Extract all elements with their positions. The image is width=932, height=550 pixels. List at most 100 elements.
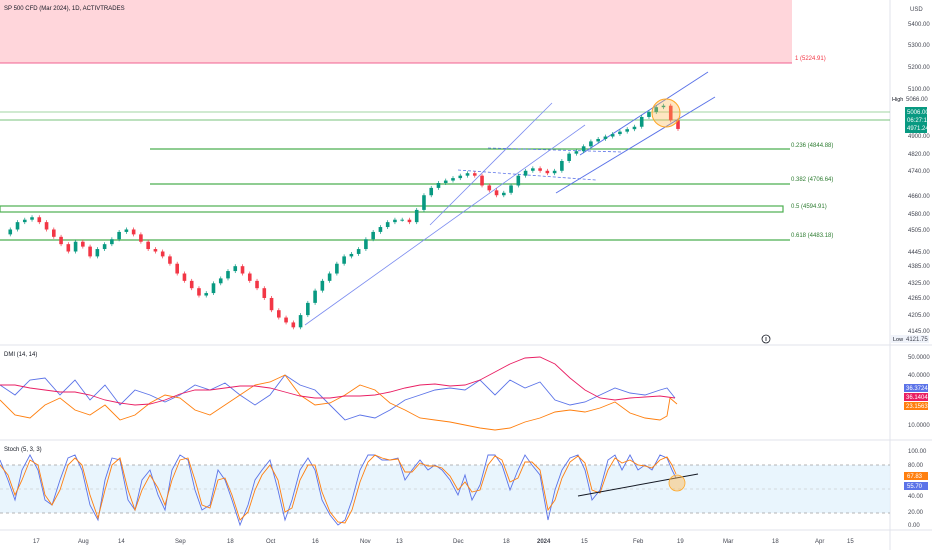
adx-tag-bg <box>904 393 928 401</box>
candle-body <box>81 241 85 247</box>
stoch-d-tag: 67.83 <box>907 474 923 480</box>
candle-body <box>218 278 223 284</box>
candle-body <box>393 219 397 223</box>
candle-body <box>197 288 201 296</box>
candle-body <box>247 273 252 281</box>
time-tick: 18 <box>503 539 510 545</box>
candle-body <box>15 222 20 230</box>
candle-body <box>335 263 339 274</box>
low-tag-value: 4121.75 <box>906 337 928 343</box>
stoch-d-line <box>0 454 677 524</box>
stoch-k-tag-bg <box>904 482 928 490</box>
price-tick: 5400.00 <box>908 22 930 28</box>
candle-body <box>102 244 107 250</box>
candle-body <box>378 227 383 232</box>
candle-body <box>603 136 608 139</box>
candle-body <box>22 219 27 223</box>
candle-body <box>676 120 680 129</box>
candle-body <box>596 138 600 142</box>
candle-body <box>422 195 426 210</box>
candle-body <box>298 315 303 328</box>
stoch-tick: 100.00 <box>908 449 927 455</box>
alert-icon[interactable] <box>761 334 771 344</box>
candle-body <box>502 192 506 196</box>
candle-body <box>30 217 34 220</box>
candle-body <box>349 253 354 257</box>
channel-recent <box>555 71 716 194</box>
price-tick: 5100.00 <box>908 87 930 93</box>
price-tick: 4205.00 <box>908 313 930 319</box>
candle-body <box>110 239 114 245</box>
price-tick: 4265.00 <box>908 296 930 302</box>
candle-body <box>618 131 622 135</box>
price-tick: 4900.00 <box>908 134 930 140</box>
symbol-title: SP 500 CFD (Mar 2024), 1D, ACTIVTRADES <box>4 6 125 12</box>
channel-main <box>304 102 586 326</box>
dmi-lines <box>0 356 678 431</box>
stoch-trendline <box>577 473 699 497</box>
candle-body <box>465 173 470 176</box>
candle-body <box>66 244 71 252</box>
candle-body <box>509 185 513 193</box>
candle-body <box>356 249 361 254</box>
candle-body <box>371 231 375 240</box>
candle-body <box>211 283 216 294</box>
candle-body <box>414 209 419 223</box>
time-tick: Oct <box>266 539 276 545</box>
candle-body <box>581 146 586 152</box>
dmi-tick: 10.0000 <box>908 423 930 429</box>
time-tick: 18 <box>772 539 779 545</box>
candle-body <box>654 107 659 113</box>
dmi-minus-line <box>0 374 678 431</box>
channel-main-upper <box>429 102 553 226</box>
time-tick: Dec <box>453 539 464 545</box>
candle-body <box>131 229 136 235</box>
stoch-title: Stoch (5, 3, 3) <box>4 447 42 453</box>
candle-body <box>226 271 230 279</box>
candle-body <box>240 266 245 274</box>
dmi-plus-tag-bg <box>904 384 928 392</box>
candle-body <box>639 116 644 127</box>
stoch-tick: 40.00 <box>908 494 924 500</box>
candle-body <box>668 105 673 121</box>
candle-body <box>545 170 550 174</box>
candle-body <box>277 310 281 318</box>
candle-body <box>451 178 455 181</box>
candle-body <box>124 229 129 232</box>
candle-body <box>400 219 404 221</box>
last-price-tag: 5006.00 <box>907 110 929 116</box>
candle-body <box>233 266 238 272</box>
candle-body <box>494 190 499 196</box>
dmi-minus-tag-bg <box>904 402 928 410</box>
candle-body <box>531 168 535 171</box>
candle-body <box>160 251 165 257</box>
candle-body <box>567 153 571 161</box>
candle-body <box>204 293 209 296</box>
time-tick: Sep <box>175 539 186 545</box>
candle-body <box>306 302 310 316</box>
candle-body <box>313 290 317 303</box>
candle-body <box>480 175 484 186</box>
dmi-title: DMI (14, 14) <box>4 352 37 358</box>
time-tick: 15 <box>581 539 588 545</box>
candle-body <box>269 297 274 311</box>
price-tick: 4505.00 <box>908 228 930 234</box>
candle-body <box>589 141 593 147</box>
fib-label-0236: 0.236 (4844.88) <box>791 143 833 149</box>
candle-body <box>182 273 187 281</box>
channel-recent-upper <box>579 71 709 156</box>
fib-zone-05 <box>0 205 784 213</box>
candle-body <box>189 280 194 289</box>
candle-body <box>625 129 629 132</box>
price-tick: 4580.00 <box>908 212 930 218</box>
time-tick: Nov <box>360 539 371 545</box>
candle-body <box>146 241 150 250</box>
channel-main-lower <box>304 124 586 326</box>
candle-body <box>429 187 434 196</box>
candle-body <box>8 229 13 235</box>
fib-levels <box>0 148 790 241</box>
stoch-lines <box>0 454 677 527</box>
fib-label-0382: 0.382 (4706.64) <box>791 177 833 183</box>
candle-body <box>95 249 100 257</box>
stoch-highlight-circle <box>668 474 686 492</box>
